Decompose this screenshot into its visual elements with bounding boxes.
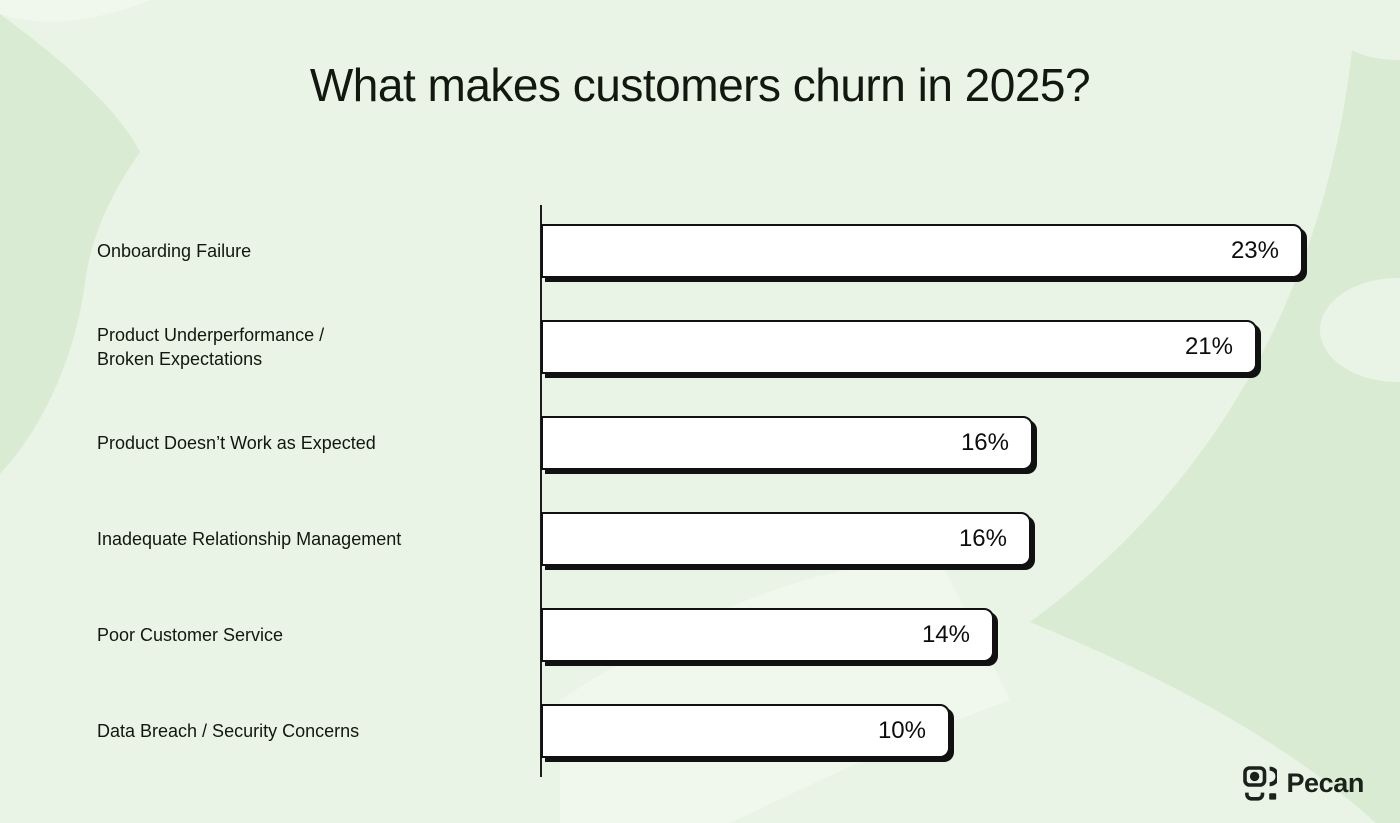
bar-row: Inadequate Relationship Management 16% (0, 512, 1400, 566)
category-label: Data Breach / Security Concerns (97, 721, 360, 741)
bar-row: Product Underperformance / Broken Expect… (0, 320, 1400, 374)
chart-title: What makes customers churn in 2025? (309, 59, 1091, 111)
bar: 14% (541, 608, 994, 662)
bar-row: Data Breach / Security Concerns 10% (0, 704, 1400, 758)
bar: 10% (541, 704, 950, 758)
bar: 23% (541, 224, 1303, 278)
value-label: 16% (960, 429, 1009, 456)
bar: 16% (541, 512, 1031, 566)
background-sparkle-body (1030, 50, 1400, 823)
y-axis-line (540, 205, 542, 777)
value-label: 23% (1230, 237, 1279, 264)
bar-row: Onboarding Failure 23% (0, 224, 1400, 278)
value-label: 21% (1184, 333, 1233, 360)
value-label: 10% (877, 717, 926, 744)
value-label: 16% (958, 525, 1007, 552)
bar: 21% (541, 320, 1257, 374)
background-light-blob (1320, 278, 1400, 382)
brand-logo: Pecan (1243, 766, 1364, 801)
bar-row: Product Doesn’t Work as Expected 16% (0, 416, 1400, 470)
background-corner-shape (0, 0, 150, 22)
bar: 16% (541, 416, 1033, 470)
background-sparkle-top (1352, 50, 1400, 200)
category-label: Poor Customer Service (97, 625, 284, 645)
category-label: Onboarding Failure (97, 241, 252, 261)
bar-row: Poor Customer Service 14% (0, 608, 1400, 662)
pecan-logo-icon (1243, 766, 1278, 801)
value-label: 14% (921, 621, 970, 648)
brand-name: Pecan (1286, 768, 1364, 798)
category-label: Inadequate Relationship Management (97, 529, 402, 549)
category-label: Product Doesn’t Work as Expected (97, 433, 376, 453)
background-left-wedge (0, 14, 140, 474)
category-label: Product Underperformance / Broken Expect… (97, 325, 325, 369)
